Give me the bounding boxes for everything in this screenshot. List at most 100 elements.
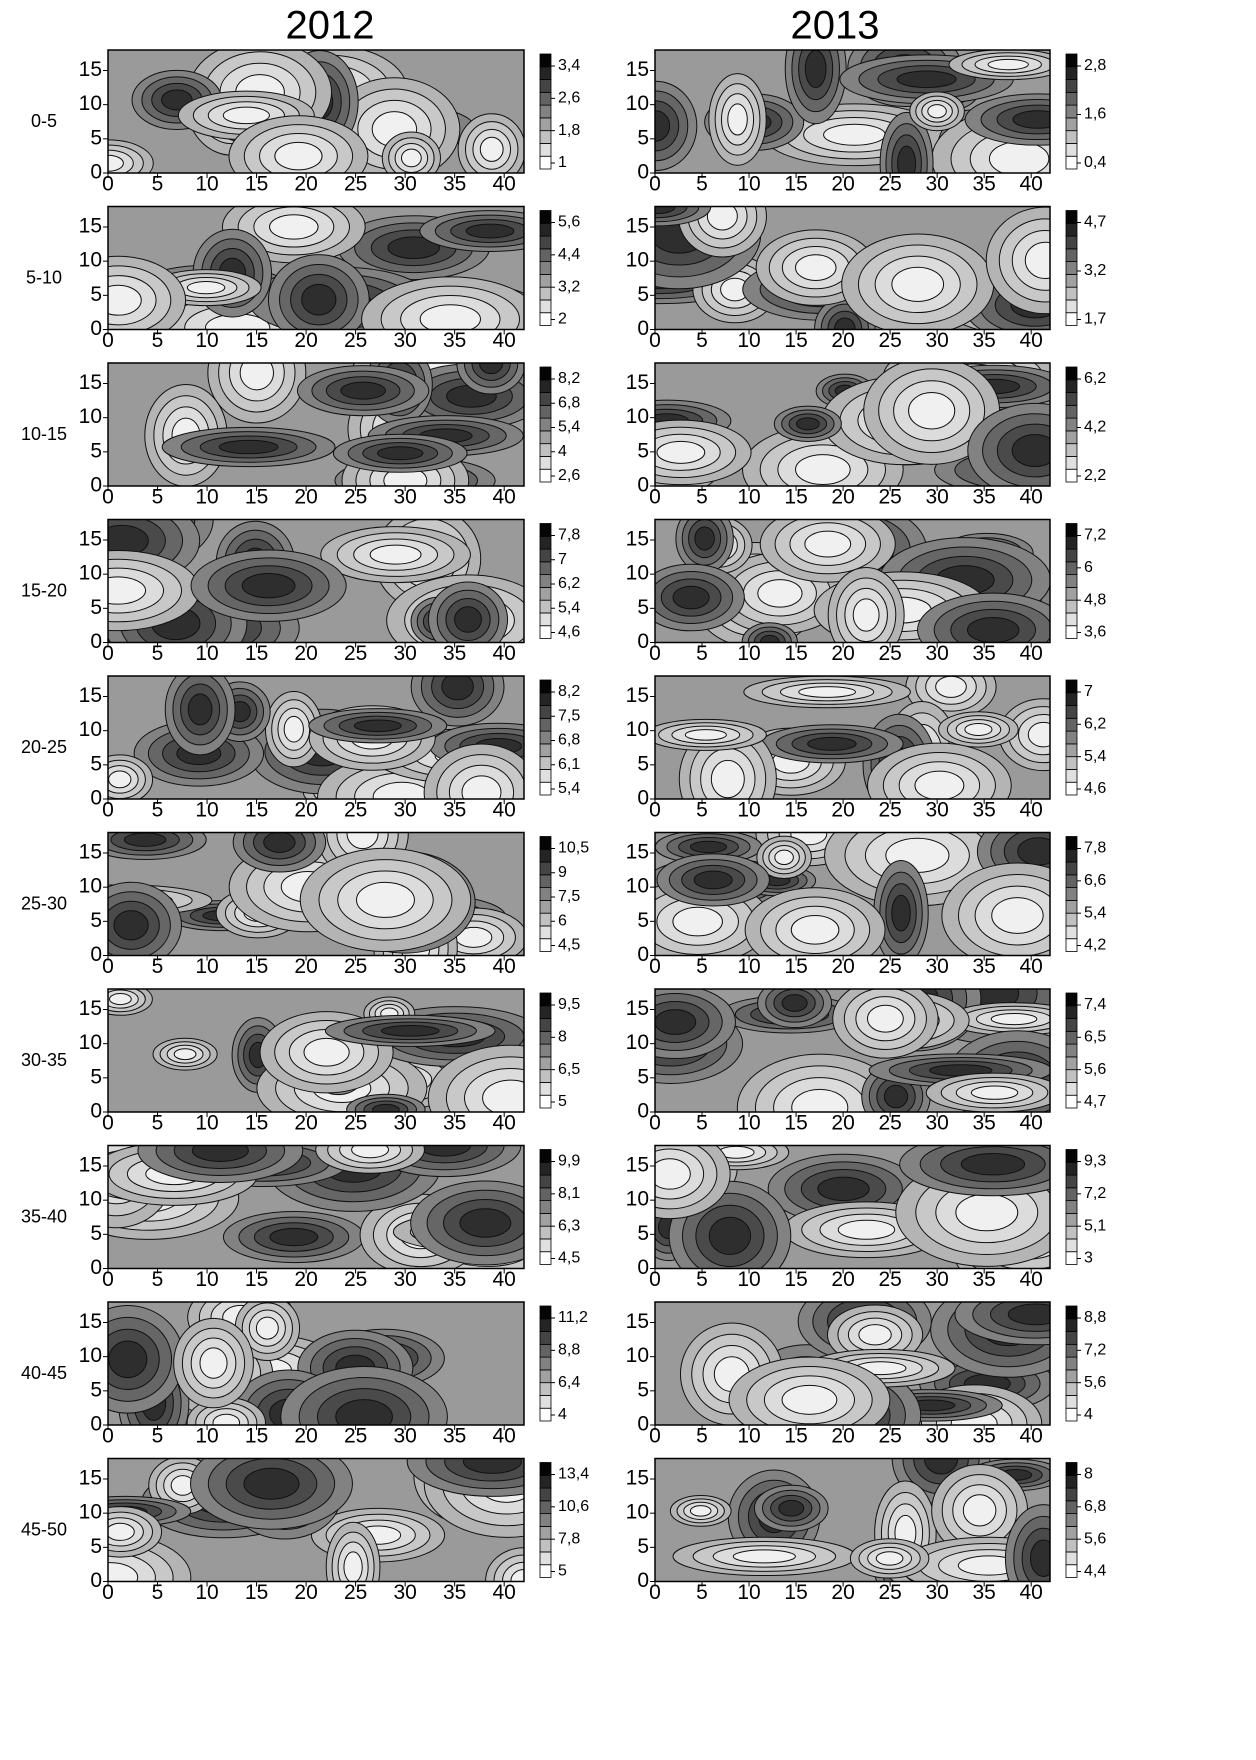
contour-field: [655, 50, 1050, 173]
contour-shade: [807, 736, 857, 751]
y-tick-label: 0: [90, 1256, 102, 1279]
contour-shade: [1029, 1539, 1050, 1577]
colorbar-step: [1065, 599, 1078, 614]
colorbar-step: [1065, 1462, 1078, 1476]
x-tick-label: 0: [649, 799, 661, 822]
contour-shade: [891, 266, 945, 302]
plot-frame: [107, 1144, 525, 1270]
x-tick-label: 30: [393, 642, 416, 665]
colorbar-tick-label: 4,7: [1084, 1093, 1106, 1110]
contour-shade: [962, 1494, 997, 1527]
x-tick-label: 10: [737, 486, 760, 509]
y-tick-label: 5: [90, 596, 102, 619]
x-tick-label: 30: [925, 1268, 948, 1291]
colorbar-step: [539, 692, 552, 706]
x-tick-label: 10: [737, 1425, 760, 1448]
colorbar-step: [539, 1551, 552, 1566]
contour-shade: [400, 148, 422, 168]
x-tick-label: 30: [393, 486, 416, 509]
colorbar-step: [539, 104, 552, 119]
colorbar-tick-label: 4: [558, 1406, 567, 1423]
x-tick-label: 40: [493, 486, 516, 509]
x-tick-label: 5: [696, 955, 708, 978]
colorbar-step: [1065, 273, 1078, 288]
y-tick-label: 15: [79, 58, 102, 81]
x-tick-label: 10: [195, 799, 218, 822]
colorbar-step: [539, 1513, 552, 1527]
contour-field: [655, 1302, 1050, 1425]
x-tick-label: 40: [493, 1581, 516, 1604]
x-tick-label: 0: [102, 799, 114, 822]
contour-shade: [441, 676, 474, 701]
y-tick-label: 5: [637, 1065, 649, 1088]
y-tick-label: 5: [637, 1222, 649, 1245]
x-tick-label: 30: [925, 173, 948, 196]
colorbar-step: [539, 599, 552, 614]
contour-shade: [301, 283, 337, 316]
contour-shade: [804, 530, 852, 558]
contour-shade: [689, 840, 728, 854]
x-tick-label: 30: [393, 1268, 416, 1291]
contour-field: [655, 363, 1050, 486]
x-tick-label: 10: [737, 1268, 760, 1291]
x-tick-label: 35: [443, 955, 466, 978]
contour-shade: [706, 206, 738, 231]
colorbar-step: [1065, 1356, 1078, 1371]
y-tick-label: 0: [90, 317, 102, 340]
colorbar-step: [539, 1238, 552, 1253]
x-tick-label: 30: [925, 799, 948, 822]
x-tick-label: 10: [737, 955, 760, 978]
contour-shade: [966, 616, 1020, 643]
colorbar-step: [539, 379, 552, 393]
contour-field: [108, 676, 524, 799]
contour-shade: [798, 686, 856, 698]
colorbar-step: [539, 1331, 552, 1345]
x-tick-label: 5: [152, 1425, 164, 1448]
colorbar-step: [1065, 535, 1078, 550]
x-tick-label: 20: [831, 1268, 854, 1291]
x-tick-label: 15: [784, 1268, 807, 1291]
contour-field: [655, 989, 1050, 1112]
colorbar-step: [1065, 1238, 1078, 1253]
y-tick-label: 0: [90, 787, 102, 810]
plot-frame: [107, 1457, 525, 1583]
colorbar-tick-label: 7,2: [1084, 1342, 1106, 1359]
colorbar-step: [539, 79, 552, 93]
x-tick-label: 30: [393, 1581, 416, 1604]
colorbar-tick-label: 6,3: [558, 1217, 580, 1234]
colorbar-tick-label: 4,2: [1084, 937, 1106, 954]
y-tick-label: 5: [637, 1378, 649, 1401]
x-tick-label: 40: [493, 642, 516, 665]
colorbar-step: [1065, 679, 1078, 694]
plot-frame: [107, 675, 525, 800]
x-tick-label: 30: [925, 486, 948, 509]
contour-shade: [935, 676, 967, 698]
colorbar-tick-label: 9,9: [558, 1153, 580, 1170]
colorbar-tick-label: 4,2: [1084, 419, 1106, 436]
x-tick-label: 10: [195, 1425, 218, 1448]
x-tick-label: 30: [925, 1581, 948, 1604]
x-tick-label: 40: [1020, 799, 1043, 822]
x-tick-label: 0: [102, 1268, 114, 1291]
colorbar-step: [539, 1069, 552, 1083]
colorbar-step: [1065, 1395, 1078, 1409]
x-tick-label: 20: [294, 799, 317, 822]
colorbar-step: [1065, 299, 1078, 314]
contour-shade: [335, 1399, 393, 1425]
y-tick-label: 10: [79, 1188, 102, 1211]
x-tick-label: 25: [878, 1425, 901, 1448]
colorbar-tick-label: 4,8: [1084, 591, 1106, 608]
x-tick-label: 35: [443, 1268, 466, 1291]
x-tick-label: 15: [784, 1112, 807, 1135]
colorbar-step: [1065, 222, 1078, 237]
row-label: 30-35: [21, 1050, 67, 1070]
plot-frame: [107, 518, 525, 644]
contour-shade: [269, 214, 319, 240]
x-tick-label: 0: [649, 1268, 661, 1291]
x-tick-label: 20: [831, 1112, 854, 1135]
colorbar-step: [539, 1474, 552, 1489]
y-tick-label: 5: [90, 1378, 102, 1401]
colorbar-tick-label: 6: [558, 912, 567, 929]
x-tick-label: 35: [972, 329, 995, 352]
contour-shade: [380, 1025, 440, 1037]
